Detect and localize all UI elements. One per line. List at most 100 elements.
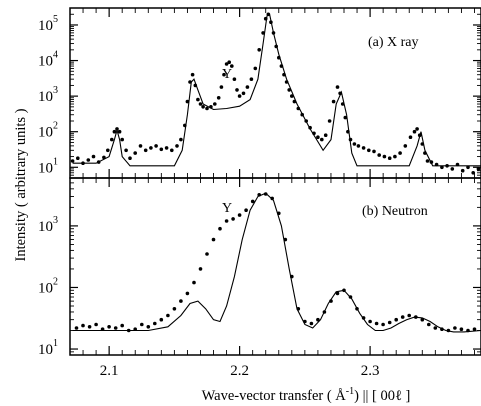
- panel-b-data-point: [224, 219, 229, 223]
- panel-b-data-point: [400, 315, 405, 319]
- panel-a-data-point: [198, 102, 203, 106]
- panel-a-y-tick-label: 101: [38, 156, 58, 176]
- panel-a-data-point: [159, 147, 164, 152]
- x-axis-label-exponent: -1: [346, 386, 354, 397]
- panel-a-data-point: [86, 158, 91, 162]
- panel-a-data-point: [403, 144, 408, 148]
- panel-a-data-point: [128, 156, 132, 160]
- panel-a-plot: [70, 12, 481, 175]
- panel-a-data-point: [361, 146, 366, 150]
- panel-a-data-point: [185, 99, 190, 104]
- panel-a-y-tick-label: 104: [38, 50, 58, 70]
- panel-a-data-point: [224, 62, 229, 66]
- tick-base: 10: [38, 54, 53, 70]
- panel-a-data-point: [138, 144, 143, 148]
- panel-a-data-point: [205, 106, 209, 111]
- panel-b-annotation: (b) Neutron: [362, 204, 428, 219]
- panel-b-data-point: [244, 208, 248, 212]
- panel-b-data-point: [159, 317, 164, 322]
- panel-a-data-point: [227, 60, 231, 64]
- panel-b-data-point: [231, 217, 235, 221]
- panel-a-data-point: [382, 154, 387, 159]
- panel-a-data-point: [356, 144, 361, 148]
- panel-a-data-point: [222, 72, 226, 77]
- panel-b-data-point: [205, 252, 209, 256]
- panel-a-data-point: [249, 77, 254, 81]
- panel-b-plot: [72, 192, 481, 333]
- panel-a-data-point: [440, 165, 444, 170]
- panel-a-data-point: [335, 85, 340, 89]
- panel-b-data-point: [87, 325, 92, 329]
- panel-b-data-point: [250, 199, 255, 204]
- panel-b-y-tick-label: 101: [38, 338, 58, 358]
- panel-a-annotation: (a) X ray: [368, 35, 419, 50]
- x-axis-label-tail: ) || [ 00ℓ ]: [354, 388, 410, 404]
- panel-a-data-point: [343, 115, 348, 120]
- tick-base: 10: [38, 342, 53, 358]
- panel-a-data-point: [232, 77, 237, 81]
- panel-a-data-point: [149, 146, 153, 150]
- panel-b-frame: [69, 177, 481, 356]
- panel-a-data-point: [112, 129, 117, 134]
- tick-exponent: 3: [53, 215, 58, 226]
- panel-a-data-point: [133, 151, 137, 155]
- panel-b-data-point: [374, 321, 379, 326]
- panel-a-data-point: [230, 64, 234, 68]
- panel-b-fit-line: [72, 192, 481, 333]
- panel-b-data-point: [185, 291, 190, 296]
- tick-base: 10: [38, 18, 53, 34]
- x-tick-label: 2.3: [361, 363, 380, 379]
- tick-exponent: 4: [53, 50, 58, 61]
- panel-b-data-point: [146, 325, 151, 329]
- panel-b-y-tick-label: 102: [38, 276, 58, 296]
- panel-a-data-point: [327, 119, 332, 123]
- panel-a-data-point: [170, 148, 174, 153]
- panel-b-data-point: [192, 280, 196, 285]
- panel-b-data-point: [179, 299, 183, 303]
- panel-a-data-point: [287, 88, 292, 92]
- tick-base: 10: [38, 219, 53, 235]
- panel-b-data-point: [120, 323, 124, 328]
- panel-a-data-point: [117, 129, 122, 134]
- panel-a-data-point: [460, 168, 465, 173]
- panel-a-peak-label: Y: [222, 67, 232, 82]
- panel-b-data-point: [94, 322, 98, 327]
- panel-b-data-point: [335, 291, 340, 296]
- x-tick-label: 2.2: [230, 363, 249, 379]
- panel-b-data-point: [74, 326, 79, 330]
- panel-a-data-point: [466, 165, 470, 170]
- panel-a-data-point: [257, 48, 262, 52]
- tick-base: 10: [38, 160, 53, 176]
- panel-b-data-point: [107, 325, 111, 329]
- panel-a-y-tick-label: 103: [38, 85, 58, 105]
- panel-b-data-point: [453, 326, 457, 330]
- panel-a-data-point: [241, 91, 246, 96]
- panel-a-data-point: [352, 142, 357, 146]
- panel-a-y-tick-label: 105: [38, 14, 58, 34]
- panel-b-data-point: [113, 326, 118, 330]
- panel-a-data-point: [120, 137, 124, 142]
- panel-b-data-point: [309, 321, 314, 326]
- panel-a-data-point: [235, 88, 239, 92]
- panel-a-data-point: [70, 159, 75, 163]
- panel-a-data-point: [450, 167, 455, 171]
- panel-a-fit-line: [72, 13, 481, 167]
- panel-b-data-point: [368, 319, 372, 324]
- panel-b-y-tick-label: 103: [38, 215, 58, 235]
- panel-b-data-point: [237, 213, 242, 217]
- panel-b-data-point: [81, 323, 85, 328]
- panel-a-data-point: [216, 96, 221, 100]
- panel-a-data-point: [415, 127, 419, 131]
- tick-exponent: 5: [53, 14, 58, 25]
- panel-a-data-point: [124, 148, 128, 153]
- panel-a-data-point: [164, 146, 169, 150]
- panel-a-data-point: [377, 153, 382, 157]
- panel-a-data-point: [201, 105, 205, 109]
- panel-a-data-point: [320, 137, 324, 142]
- x-axis-label-main: Wave-vector transfer ( Å: [202, 388, 347, 404]
- panel-a-data-point: [372, 149, 376, 154]
- panel-a-data-point: [213, 102, 217, 106]
- panel-b-data-point: [387, 320, 392, 325]
- tick-exponent: 2: [53, 276, 58, 287]
- panel-a-data-point: [367, 148, 371, 153]
